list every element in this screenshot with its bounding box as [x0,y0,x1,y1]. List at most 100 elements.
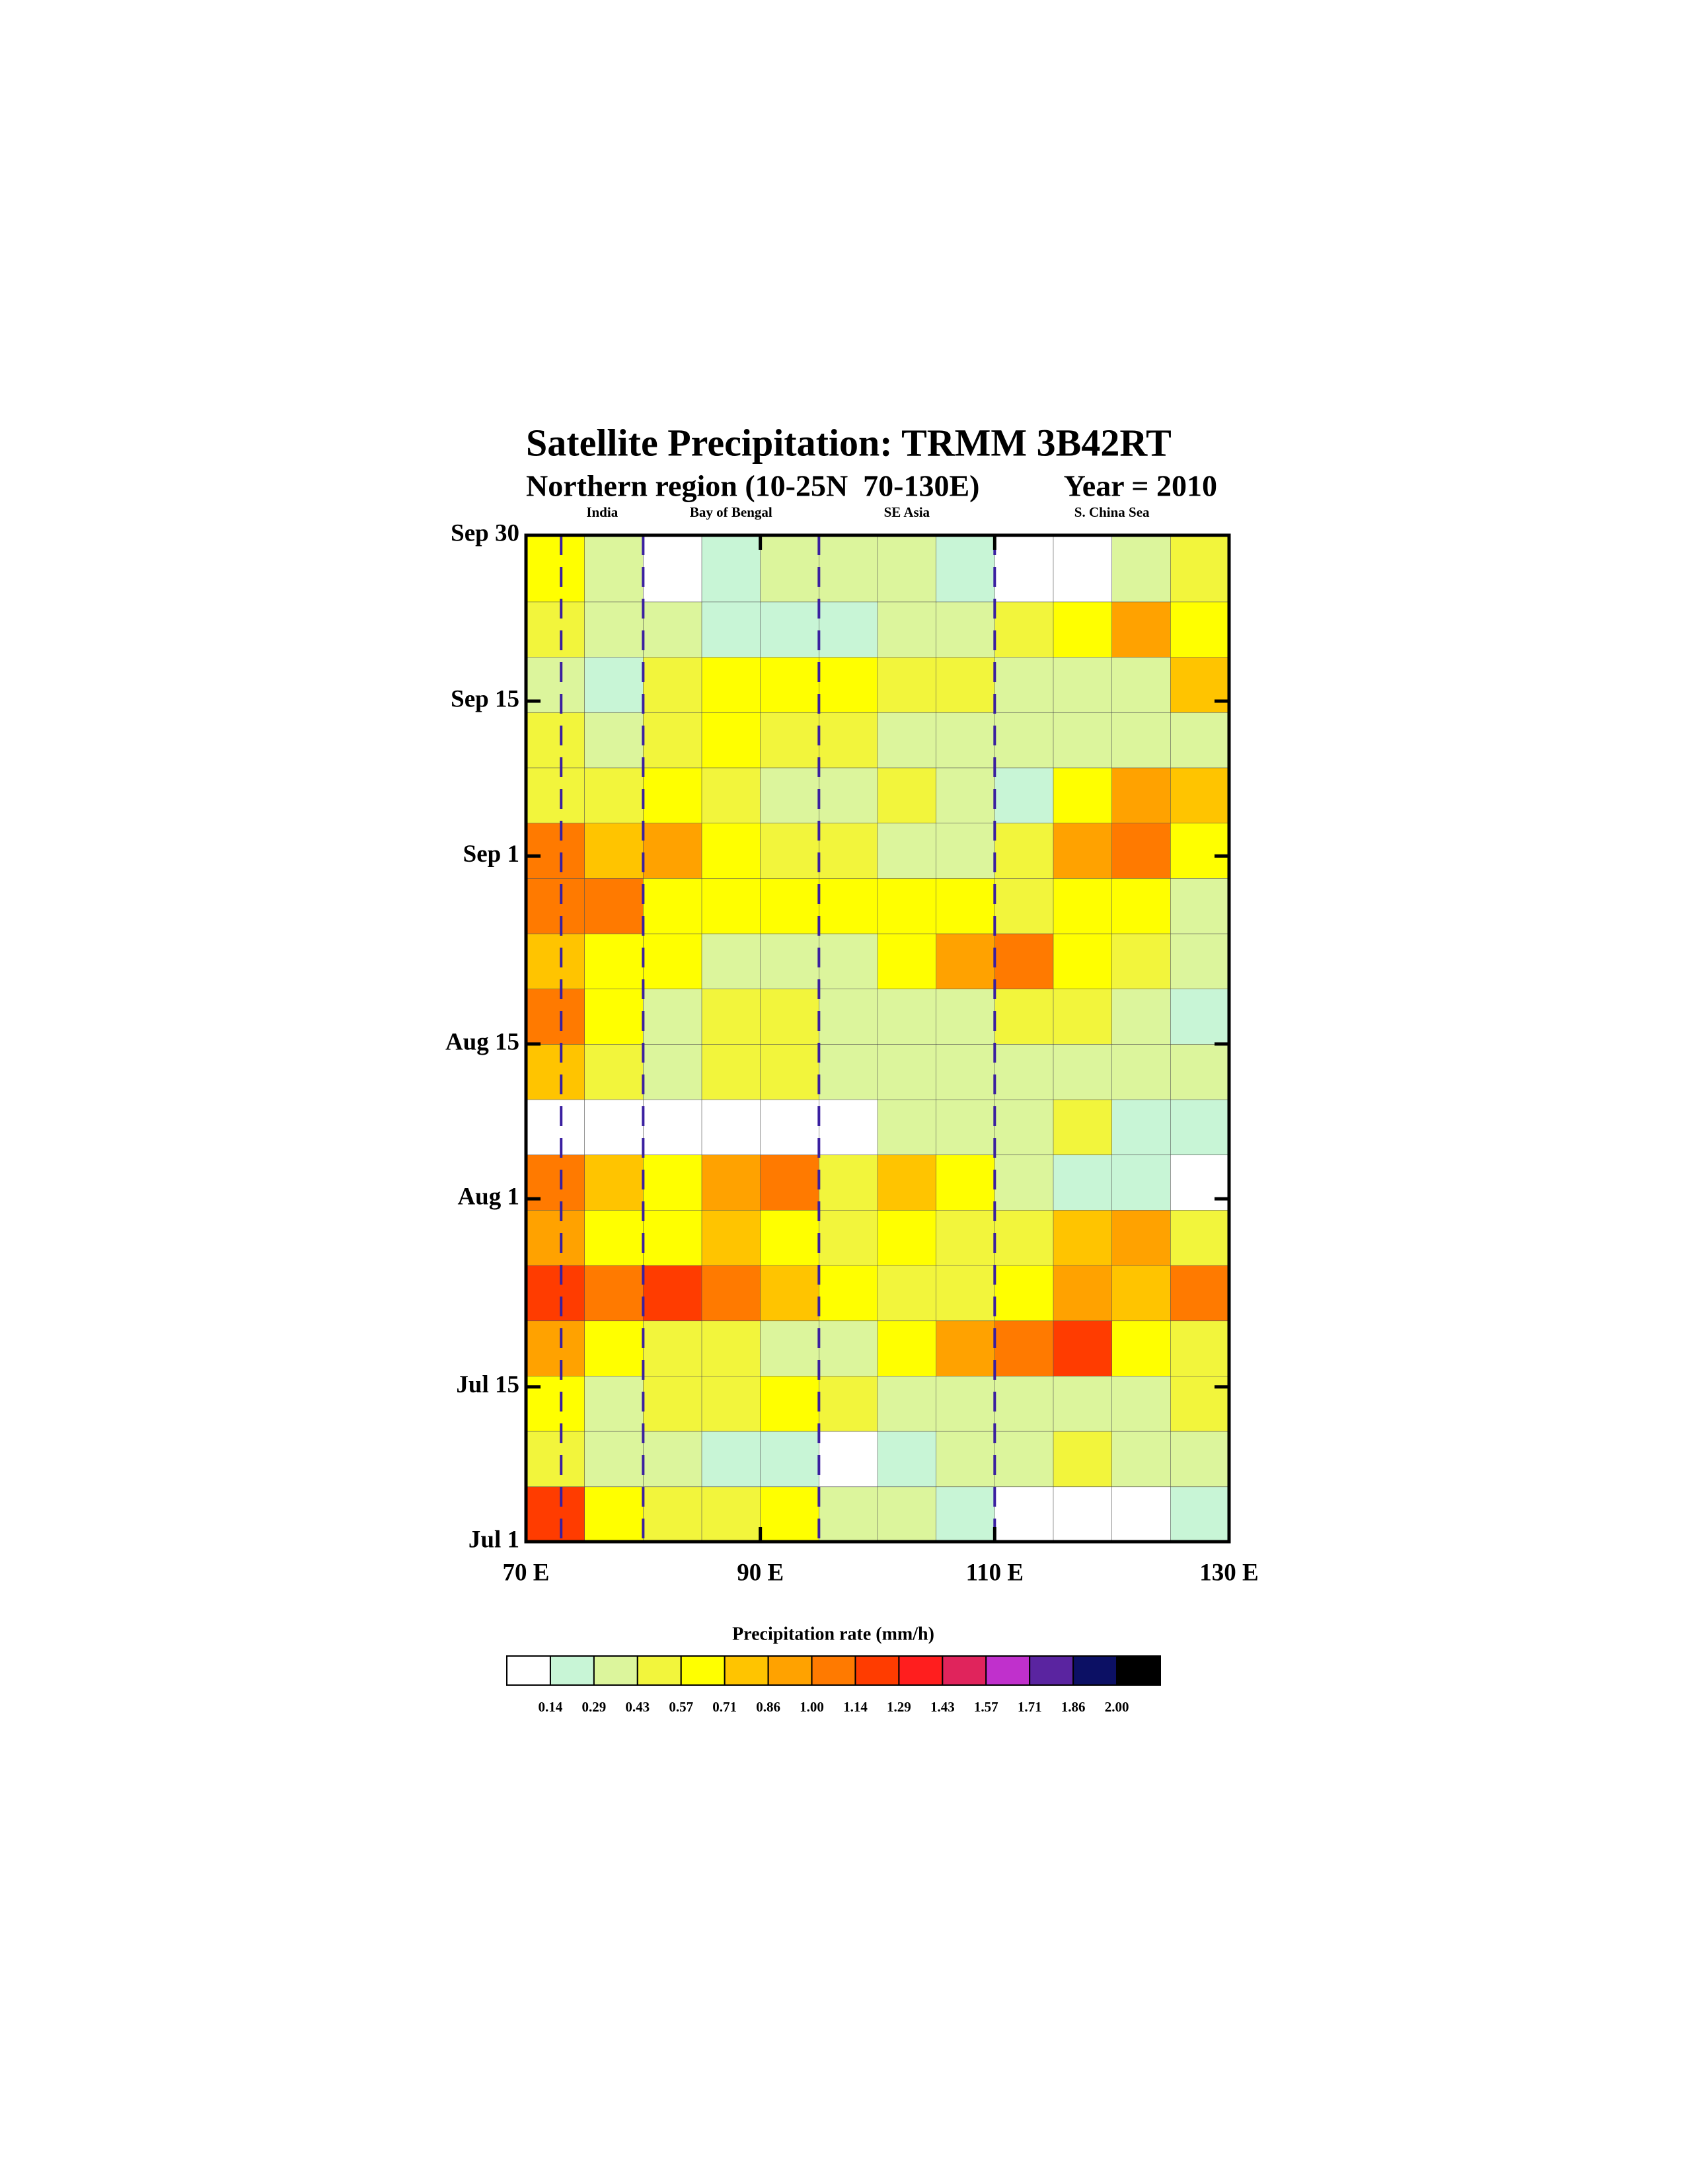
heat-cell [877,1265,937,1322]
heat-cell [760,988,820,1045]
heat-cell [819,1431,878,1487]
heat-cell [819,712,878,769]
y-tick-label: Sep 15 [451,686,519,713]
colorbar-swatch [898,1655,944,1686]
heat-cell [1111,1431,1172,1487]
heat-cell [1170,767,1230,823]
colorbar-tick-label: 1.00 [800,1699,824,1715]
heat-cell [936,712,996,769]
heat-cell [1053,1154,1113,1211]
heat-cell [1053,535,1113,603]
region-label: S. China Sea [1074,504,1150,520]
heat-cell [760,601,820,658]
heat-cell [994,822,1054,879]
heat-cell [643,1486,702,1542]
heat-cell [877,1431,937,1487]
heat-cell [701,601,761,658]
heat-cell [877,1209,937,1266]
heat-cell [643,822,702,879]
y-tick-label: Aug 1 [457,1184,519,1211]
heat-cell [760,656,820,713]
heat-cell [1170,1099,1230,1156]
heat-cell [994,1486,1054,1542]
heat-cell [760,1265,820,1322]
y-tick-label: Sep 30 [451,519,519,546]
heat-cell [1170,535,1230,603]
heat-cell [819,1486,878,1542]
heat-cell [1111,1320,1172,1376]
heat-cell [936,878,996,934]
heat-cell [877,535,937,603]
heat-cell [584,535,644,603]
heat-cell [877,878,937,934]
heat-cell [584,1099,644,1156]
heat-cell [994,767,1054,823]
heat-cell [1053,822,1113,879]
heat-cell [1111,601,1172,658]
colorbar-swatch [985,1655,1031,1686]
chart-title: Satellite Precipitation: TRMM 3B42RT [526,421,1172,464]
heat-cell [701,1154,761,1211]
colorbar-swatch [593,1655,638,1686]
heat-cell [643,1209,702,1266]
heat-cell [819,1265,878,1322]
heat-cell [936,656,996,713]
heat-cell [584,988,644,1045]
heat-cell [1170,712,1230,769]
heat-cell [877,1154,937,1211]
heat-cell [701,1486,761,1542]
heat-cell [936,1431,996,1487]
region-label: Bay of Bengal [690,504,772,520]
heat-cell [701,712,761,769]
heat-cell [584,1431,644,1487]
heat-cell [643,767,702,823]
heat-cell [1053,1043,1113,1100]
heat-cell [936,1486,996,1542]
colorbar-tick-label: 1.86 [1061,1699,1086,1715]
heat-cell [994,878,1054,934]
heat-cell [1170,1209,1230,1266]
colorbar-swatch [854,1655,900,1686]
heat-cell [1053,1486,1113,1542]
heat-cell [584,933,644,989]
heat-cell [1111,767,1172,823]
chart-subtitle: Northern region (10-25N 70-130E) [526,469,980,503]
heat-cell [994,1431,1054,1487]
heat-cell [701,1431,761,1487]
heat-cell [1111,712,1172,769]
heat-cell [643,601,702,658]
heat-cell [994,1320,1054,1376]
heat-cell [819,1099,878,1156]
plot-frame [524,533,1231,1544]
heat-cell [994,1043,1054,1100]
colorbar-swatch [724,1655,769,1686]
heat-cell [1170,1320,1230,1376]
heat-cell [643,878,702,934]
heat-cell [760,1043,820,1100]
heat-cell [760,878,820,934]
region-label: SE Asia [884,504,930,520]
heat-cell [994,1099,1054,1156]
heat-cell [1170,1431,1230,1487]
heat-cell [584,1265,644,1322]
heat-cell [1053,933,1113,989]
heat-cell [936,933,996,989]
heat-cell [643,1043,702,1100]
heat-cell [1111,988,1172,1045]
heat-cell [760,1431,820,1487]
heat-cell [994,1265,1054,1322]
heat-cell [701,767,761,823]
heat-cell [936,535,996,603]
heat-cell [1170,988,1230,1045]
heat-cell [936,1265,996,1322]
heat-cell [525,1209,585,1266]
heat-cell [819,601,878,658]
heat-cell [643,1431,702,1487]
colorbar-tick-label: 1.29 [887,1699,911,1715]
colorbar-tick-label: 1.14 [843,1699,868,1715]
heat-cell [877,933,937,989]
heat-cell [877,601,937,658]
heat-cell [936,601,996,658]
heat-cell [584,1486,644,1542]
heat-cell [701,1043,761,1100]
